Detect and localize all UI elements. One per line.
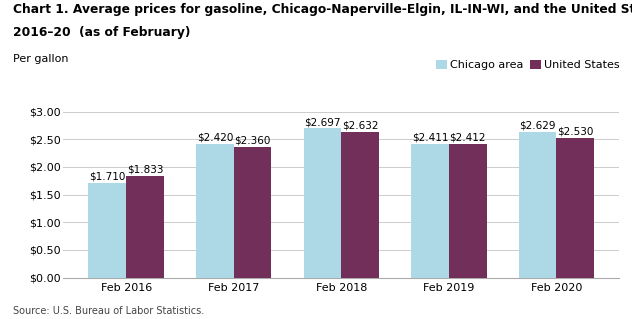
Text: $2.632: $2.632 [342, 121, 379, 130]
Text: Per gallon: Per gallon [13, 54, 68, 64]
Bar [411, 144, 449, 278]
Text: $2.629: $2.629 [520, 121, 556, 131]
Bar [234, 147, 271, 278]
Bar [519, 132, 556, 278]
Bar [126, 176, 164, 278]
Bar [341, 132, 379, 278]
Text: Chart 1. Average prices for gasoline, Chicago-Naperville-Elgin, IL-IN-WI, and th: Chart 1. Average prices for gasoline, Ch… [13, 3, 632, 16]
Text: $1.833: $1.833 [126, 165, 163, 175]
Text: 2016–20  (as of February): 2016–20 (as of February) [13, 26, 190, 39]
Text: $2.411: $2.411 [412, 133, 448, 143]
Legend: Chicago area, United States: Chicago area, United States [435, 60, 620, 70]
Bar [449, 144, 487, 278]
Text: $2.360: $2.360 [234, 136, 270, 146]
Bar [303, 129, 341, 278]
Text: $2.420: $2.420 [197, 132, 233, 142]
Text: Source: U.S. Bureau of Labor Statistics.: Source: U.S. Bureau of Labor Statistics. [13, 306, 204, 316]
Text: $2.530: $2.530 [557, 126, 593, 136]
Bar [196, 144, 234, 278]
Bar [88, 183, 126, 278]
Text: $2.412: $2.412 [449, 133, 486, 143]
Text: $2.697: $2.697 [304, 117, 341, 127]
Bar [556, 137, 594, 278]
Text: $1.710: $1.710 [89, 172, 126, 182]
